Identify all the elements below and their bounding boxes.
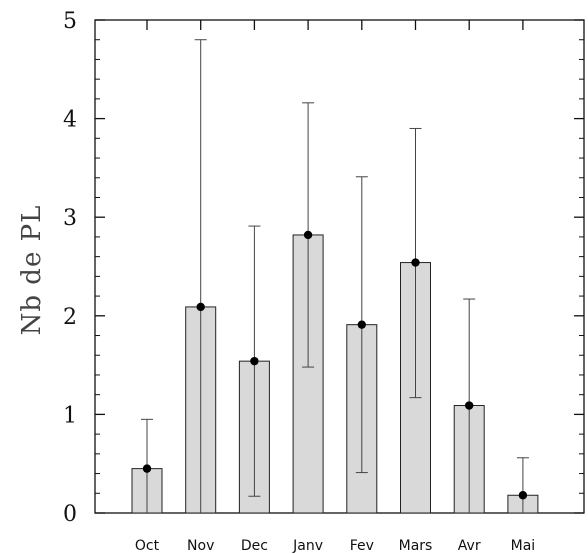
x-tick-label: Dec (241, 538, 268, 554)
x-tick-label: Fev (350, 538, 374, 554)
y-tick-label: 0 (63, 502, 77, 527)
y-tick-label: 2 (63, 305, 77, 330)
mean-marker-oct (142, 464, 152, 473)
mean-marker-avr (465, 401, 474, 410)
mean-marker-fev (357, 320, 366, 329)
mean-marker-nov (196, 302, 205, 312)
y-tick-label: 1 (63, 403, 77, 428)
x-tick-label: Mars (399, 538, 433, 554)
x-tick-label: Oct (135, 538, 160, 554)
plot-frame (94, 19, 585, 514)
x-tick-label: Avr (458, 538, 481, 554)
mean-marker-mai (518, 491, 528, 500)
mean-marker-dec (250, 356, 259, 366)
x-tick-label: Janv (292, 538, 323, 554)
y-tick-label: 5 (63, 9, 77, 34)
x-tick-label: Nov (187, 538, 214, 554)
y-tick-label: 4 (63, 108, 77, 133)
mean-marker-janv (303, 230, 313, 240)
y-tick-label: 3 (63, 206, 77, 231)
mean-marker-mars (411, 258, 420, 267)
y-axis-title: Nb de PL (17, 205, 47, 336)
x-tick-label: Mai (511, 538, 536, 554)
